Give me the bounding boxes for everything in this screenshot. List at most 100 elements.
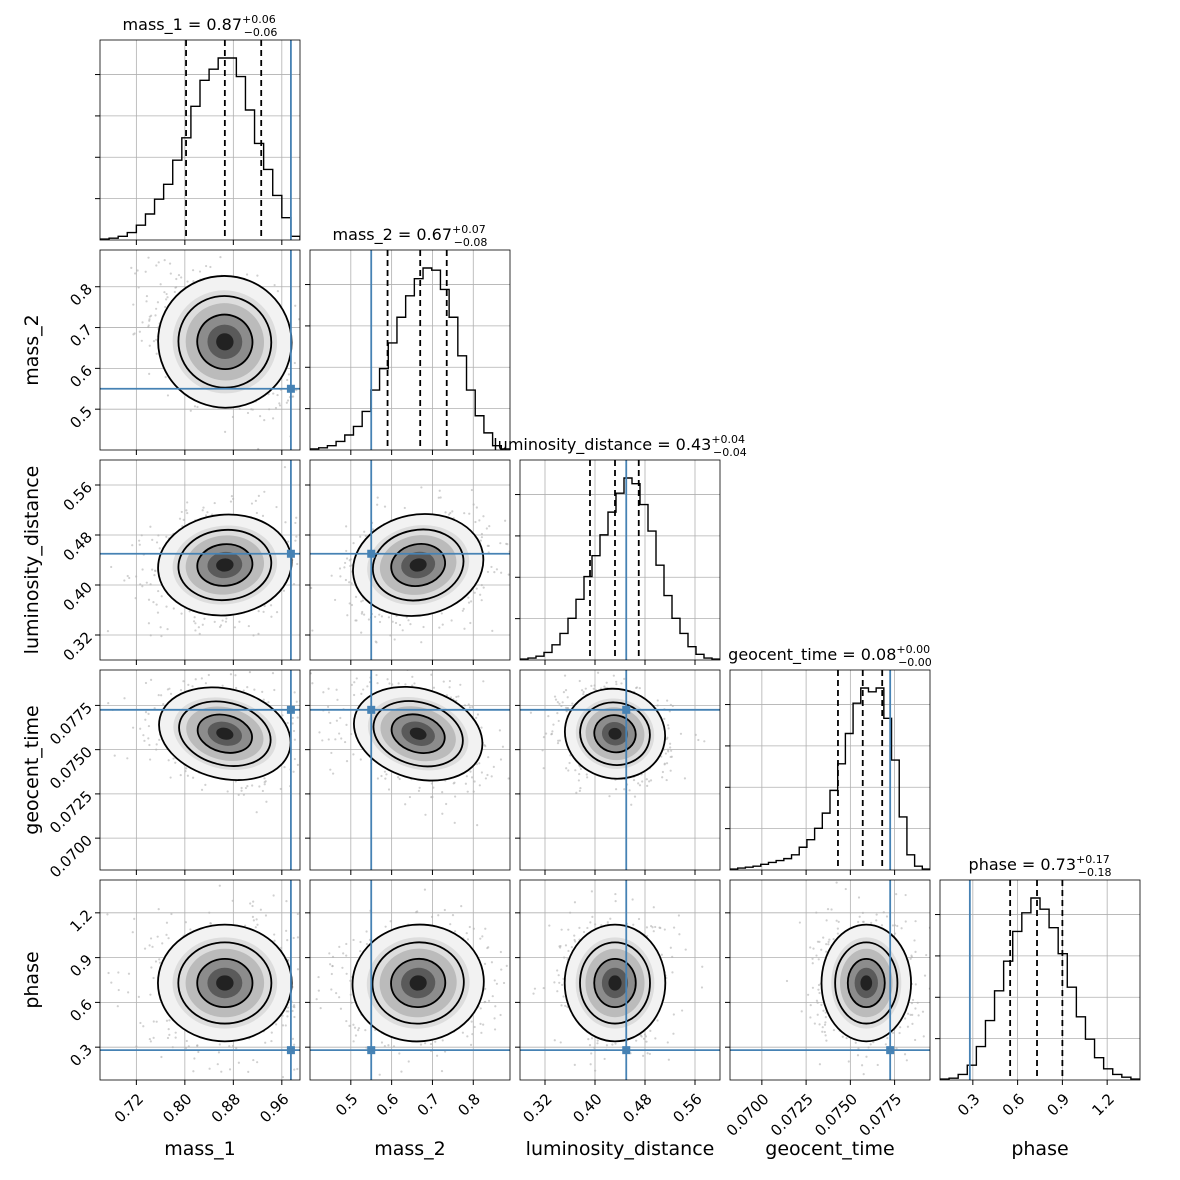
scatter-point <box>231 415 235 419</box>
scatter-point <box>318 768 320 770</box>
panel-mass_1-phase: 0.30.60.91.20.72 0.80 0.88 0.96 <box>66 879 301 1126</box>
scatter-point <box>171 1046 174 1049</box>
panel-content <box>730 670 930 870</box>
scatter-point <box>558 702 561 705</box>
scatter-point <box>499 542 502 545</box>
scatter-point <box>169 272 172 275</box>
scatter-point <box>575 791 578 794</box>
scatter-point <box>455 695 458 699</box>
scatter-point <box>558 739 561 742</box>
histogram-mass_1 <box>100 57 300 240</box>
scatter-point <box>471 705 474 709</box>
panel-content <box>100 460 300 660</box>
scatter-point <box>295 535 298 538</box>
scatter-point <box>504 519 507 522</box>
scatter-point <box>564 689 568 692</box>
y-tick-label: 0.0775 <box>46 699 96 749</box>
scatter-point <box>165 605 168 608</box>
scatter-point <box>396 776 400 779</box>
panel-content <box>100 880 300 1080</box>
scatter-point <box>123 697 126 700</box>
scatter-point <box>409 623 412 626</box>
scatter-point <box>286 399 290 402</box>
scatter-point <box>383 505 387 508</box>
scatter-point <box>296 1067 299 1071</box>
scatter-point <box>475 716 478 719</box>
scatter-point <box>313 765 315 767</box>
scatter-point <box>310 672 312 675</box>
scatter-point <box>463 512 466 515</box>
scatter-point <box>132 333 135 336</box>
scatter-point <box>110 565 113 569</box>
scatter-point <box>294 304 297 307</box>
scatter-point <box>465 775 468 778</box>
scatter-point <box>348 581 351 584</box>
scatter-point <box>263 490 266 493</box>
scatter-point <box>359 535 362 538</box>
panel-content <box>310 670 510 870</box>
scatter-point <box>278 404 282 407</box>
scatter-point <box>246 411 250 415</box>
contour-line <box>178 700 272 767</box>
title-value: mass_1 = 0.87 <box>123 15 242 35</box>
scatter-point <box>245 273 249 276</box>
scatter-point <box>495 568 499 571</box>
scatter-point <box>150 314 153 317</box>
scatter-point <box>578 772 581 776</box>
scatter-point <box>615 683 618 686</box>
scatter-point <box>273 283 276 287</box>
panel-frame <box>519 669 721 871</box>
density-level <box>216 333 234 351</box>
scatter-point <box>275 611 279 614</box>
scatter-point <box>177 273 181 277</box>
scatter-point <box>327 711 331 714</box>
scatter-point <box>490 565 493 569</box>
scatter-point <box>219 624 223 627</box>
scatter-point <box>135 575 138 578</box>
scatter-point <box>187 683 190 686</box>
scatter-point <box>641 780 644 783</box>
scatter-point <box>143 947 147 950</box>
scatter-point <box>374 640 377 643</box>
scatter-point <box>168 1019 171 1022</box>
density-level <box>409 558 427 572</box>
scatter-point <box>144 711 148 714</box>
scatter-point <box>151 538 154 541</box>
scatter-point <box>432 786 435 789</box>
scatter-point <box>145 294 149 298</box>
scatter-point <box>354 595 358 598</box>
scatter-point <box>154 569 157 572</box>
scatter-point <box>577 779 580 782</box>
scatter-point <box>250 502 254 505</box>
scatter-point <box>267 701 270 704</box>
panel-title-mass_1: mass_1 = 0.87+0.06 −0.06 <box>123 13 278 39</box>
scatter-point <box>430 673 433 676</box>
panel-luminosity_distance-luminosity_distance: luminosity_distance = 0.43+0.04 −0.04 <box>493 433 747 665</box>
scatter-point <box>246 686 249 689</box>
scatter-point <box>420 641 423 644</box>
scatter-point <box>249 902 252 905</box>
scatter-point <box>635 686 638 690</box>
title-value: mass_2 = 0.67 <box>333 225 452 245</box>
scatter-point <box>130 266 133 269</box>
scatter-point <box>261 514 265 518</box>
scatter-point <box>376 682 379 685</box>
scatter-point <box>147 598 151 601</box>
title-plus: +0.00 <box>896 643 930 656</box>
scatter-point <box>350 683 353 687</box>
scatter-point <box>413 682 416 685</box>
scatter-point <box>329 721 332 725</box>
scatter-point <box>172 757 175 760</box>
scatter-point <box>454 795 457 798</box>
scatter-point <box>510 541 512 543</box>
scatter-point <box>193 405 197 408</box>
scatter-point <box>476 824 479 827</box>
scatter-point <box>257 494 260 497</box>
scatter-point <box>697 738 700 742</box>
scatter-point <box>556 701 559 704</box>
scatter-point <box>344 578 348 582</box>
scatter-point <box>155 541 159 544</box>
scatter-point <box>330 389 332 391</box>
scatter-point <box>638 687 641 690</box>
contour-line <box>390 713 446 754</box>
